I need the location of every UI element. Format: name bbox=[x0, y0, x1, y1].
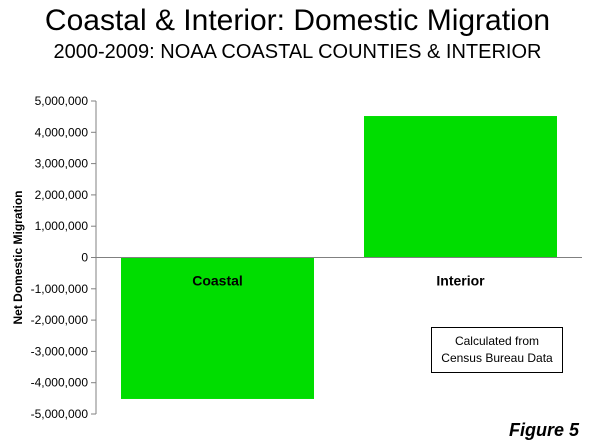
y-tick-label: 5,000,000 bbox=[35, 94, 89, 108]
figure-label: Figure 5 bbox=[508, 420, 579, 440]
y-tick-label: -2,000,000 bbox=[31, 313, 89, 327]
bar-coastal bbox=[121, 257, 314, 399]
y-tick-label: 0 bbox=[81, 251, 88, 265]
source-note-line-2: Census Bureau Data bbox=[441, 351, 553, 365]
y-tick-label: -1,000,000 bbox=[31, 282, 89, 296]
y-tick-label: -3,000,000 bbox=[31, 344, 89, 358]
category-label-coastal: Coastal bbox=[192, 273, 243, 289]
y-tick-label: 2,000,000 bbox=[35, 188, 89, 202]
plot-area: 5,000,000 4,000,000 3,000,000 2,000,000 1,00… bbox=[11, 94, 582, 421]
y-tick-label: -5,000,000 bbox=[31, 407, 89, 421]
category-label-interior: Interior bbox=[436, 273, 485, 289]
chart-title: Coastal & Interior: Domestic Migration bbox=[44, 4, 551, 37]
y-tick-label: 4,000,000 bbox=[35, 125, 89, 139]
y-tick-label: 1,000,000 bbox=[35, 219, 89, 233]
y-tick-label: 3,000,000 bbox=[35, 157, 89, 171]
source-note-line-1: Calculated from bbox=[454, 334, 540, 348]
bar-interior bbox=[364, 116, 557, 258]
y-tick-label: -4,000,000 bbox=[31, 376, 89, 390]
source-note: Calculated from Census Bureau Data bbox=[431, 327, 563, 373]
chart-subtitle: 2000-2009: NOAA COASTAL COUNTIES & INTER… bbox=[53, 41, 542, 63]
y-axis-title: Net Domestic Migration bbox=[11, 190, 25, 324]
